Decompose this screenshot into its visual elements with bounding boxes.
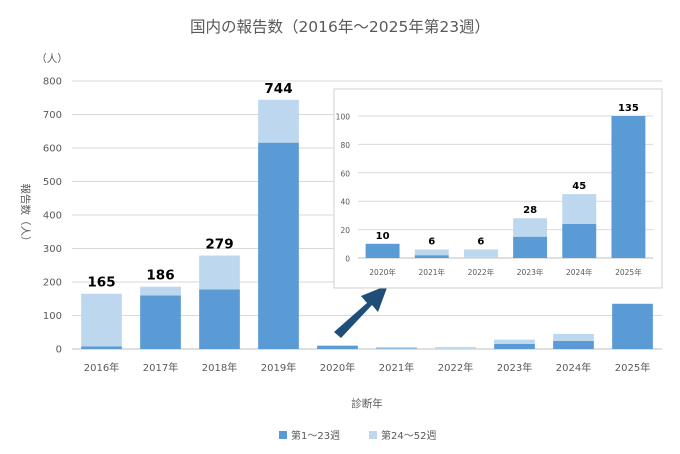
x-tick-label: 2025年: [615, 361, 650, 374]
inset-bars: [365, 116, 646, 258]
bar-segment-weeks-1-23: [317, 345, 358, 349]
y-tick-label: 100: [336, 113, 351, 122]
callout-arrow-icon: [334, 285, 388, 338]
y-tick-label: 600: [43, 144, 62, 155]
bar-segment-weeks-1-23: [612, 303, 653, 349]
data-label-total: 45: [572, 181, 586, 192]
legend: 第1～23週 第24～52週: [279, 429, 436, 442]
inset-chart: 0 20 40 60 80 100 2020年 2021年 2022年 2023年 2024年 202…: [333, 88, 663, 289]
y-tick-label: 0: [345, 255, 350, 264]
legend-label: 第1～23週: [291, 429, 340, 442]
bar-segment-weeks-1-23: [611, 116, 646, 258]
x-tick-label: 2024年: [566, 267, 593, 277]
data-label-total: 6: [428, 236, 435, 247]
y-tick-label: 400: [43, 211, 62, 222]
bar-segment-weeks-24-52: [376, 346, 417, 349]
bar-segment-weeks-1-23: [494, 343, 535, 349]
legend-swatch: [369, 431, 377, 439]
x-tick-label: 2025年: [615, 267, 642, 277]
bar-segment-weeks-24-52: [81, 293, 122, 347]
x-tick-label: 2023年: [517, 267, 544, 277]
data-label-total: 135: [618, 103, 639, 114]
x-tick-label: 2022年: [468, 267, 495, 277]
y-tick-label: 0: [56, 345, 62, 356]
x-tick-label: 2018年: [202, 361, 237, 374]
x-tick-label: 2020年: [369, 267, 396, 277]
bar-segment-weeks-1-23: [81, 346, 122, 349]
data-label-total: 10: [376, 231, 390, 242]
data-label-total: 28: [523, 205, 537, 216]
bar-segment-weeks-24-52: [140, 286, 181, 296]
legend-swatch: [279, 431, 287, 439]
data-label-total: 744: [264, 81, 292, 97]
bar-segment-weeks-24-52: [513, 218, 548, 237]
data-label-total: 279: [205, 237, 233, 253]
x-tick-label: 2022年: [438, 361, 473, 374]
data-label-total: 186: [146, 268, 174, 284]
y-tick-label: 500: [43, 177, 62, 188]
y-tick-label: 60: [340, 169, 350, 178]
x-tick-label: 2016年: [84, 361, 119, 374]
bar-segment-weeks-24-52: [435, 346, 476, 349]
y-tick-label: 20: [340, 226, 350, 235]
y-tick-label: 800: [43, 77, 62, 88]
bar-segment-weeks-1-23: [513, 236, 548, 258]
x-axis-title: 診断年: [351, 397, 383, 410]
x-tick-label: 2021年: [418, 267, 445, 277]
main-bars: [81, 99, 653, 349]
y-axis-title: 報告数（人）: [19, 184, 32, 247]
bar-segment-weeks-1-23: [258, 142, 299, 349]
bar-segment-weeks-24-52: [258, 99, 299, 143]
x-tick-label: 2023年: [497, 361, 532, 374]
bar-segment-weeks-1-23: [562, 223, 597, 258]
bar-segment-weeks-24-52: [553, 333, 594, 341]
bar-segment-weeks-24-52: [414, 249, 449, 256]
y-tick-label: 80: [340, 141, 350, 150]
y-tick-label: 40: [340, 198, 350, 207]
y-tick-label: 700: [43, 110, 62, 121]
bar-segment-weeks-24-52: [463, 249, 498, 258]
bar-segment-weeks-1-23: [140, 295, 181, 349]
data-label-total: 165: [87, 275, 115, 291]
bar-segment-weeks-1-23: [376, 348, 417, 349]
legend-label: 第24～52週: [381, 429, 436, 442]
bar-segment-weeks-1-23: [365, 243, 400, 258]
y-tick-label: 200: [43, 278, 62, 289]
bar-segment-weeks-24-52: [494, 339, 535, 344]
x-tick-label: 2017年: [143, 361, 178, 374]
x-tick-label: 2021年: [379, 361, 414, 374]
x-tick-label: 2024年: [556, 361, 591, 374]
bar-segment-weeks-24-52: [199, 255, 240, 290]
inset-gridlines: [358, 115, 653, 259]
y-tick-label: 100: [43, 311, 62, 322]
inset-labels: 0 20 40 60 80 100 2020年 2021年 2022年 2023年 2024年 202…: [336, 103, 643, 277]
chart-title: 国内の報告数（2016年～2025年第23週）: [190, 18, 490, 36]
bar-segment-weeks-1-23: [199, 289, 240, 349]
bar-segment-weeks-1-23: [553, 340, 594, 349]
y-tick-label: 300: [43, 244, 62, 255]
bar-segment-weeks-1-23: [414, 255, 449, 258]
bar-segment-weeks-24-52: [562, 194, 597, 224]
data-label-total: 6: [477, 236, 484, 247]
x-tick-label: 2019年: [261, 361, 296, 374]
x-tick-label: 2020年: [320, 361, 355, 374]
y-axis-unit: （人）: [36, 53, 68, 65]
